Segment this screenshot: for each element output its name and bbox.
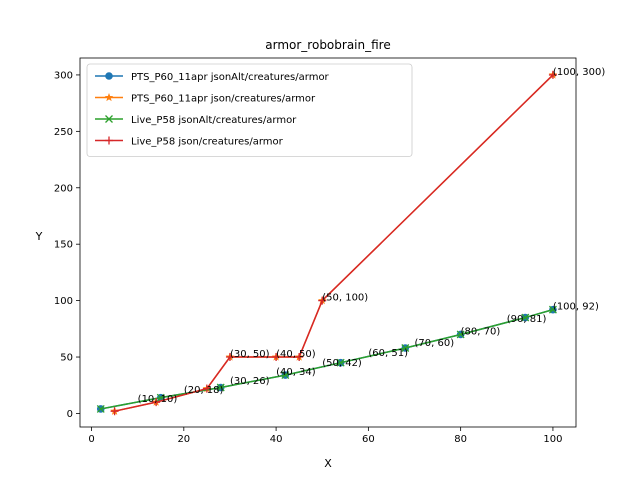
- point-annotation: (30, 26): [230, 376, 270, 387]
- y-axis-label: Y: [35, 230, 43, 243]
- y-tick-label: 50: [60, 353, 73, 364]
- axes: 0 20 40 60 80 100 0 50 100 150 200 250 300: [54, 57, 577, 445]
- legend-label: Live_P58 json/creatures/armor: [131, 137, 284, 148]
- legend-label: Live_P58 jsonAlt/creatures/armor: [131, 115, 297, 126]
- series-4-point: [272, 353, 281, 362]
- series-4-point: [225, 353, 234, 362]
- point-annotation: (80, 70): [461, 326, 501, 337]
- series-3-point: [281, 371, 290, 380]
- x-tick-label: 60: [362, 434, 375, 445]
- series-4-line: [114, 74, 554, 412]
- x-tick-label: 80: [454, 434, 467, 445]
- point-annotation: (10, 10): [138, 394, 178, 405]
- legend-marker: [105, 72, 113, 80]
- legend-entry: PTS_P60_11apr json/creatures/armor: [95, 93, 316, 105]
- point-annotation: (40, 34): [276, 367, 316, 378]
- legend-entry: Live_P58 jsonAlt/creatures/armor: [95, 115, 297, 126]
- series-3-point: [456, 330, 465, 339]
- x-tick-label: 0: [88, 434, 94, 445]
- legend-box: [86, 63, 413, 157]
- series-4: [110, 70, 557, 416]
- y-tick-label: 200: [54, 183, 73, 194]
- x-tick-label: 100: [543, 434, 562, 445]
- point-annotation: (50, 100): [322, 293, 368, 304]
- legend-marker: [105, 136, 113, 145]
- series-3-point: [336, 358, 345, 367]
- y-tick-label: 300: [54, 70, 73, 81]
- series-3: [96, 305, 557, 413]
- axes-frame: [79, 57, 577, 428]
- y-tick-label: 100: [54, 296, 73, 307]
- point-annotation: (50, 42): [322, 358, 362, 369]
- series-4-point: [295, 353, 304, 362]
- legend-marker: [104, 93, 114, 102]
- point-annotation: (90, 81): [507, 314, 547, 325]
- point-annotation: (20, 18): [184, 385, 224, 396]
- x-axis-label: X: [324, 457, 332, 470]
- y-tick-label: 0: [67, 409, 73, 420]
- series-4-point: [152, 398, 161, 407]
- series-3-point: [96, 404, 105, 413]
- series-4-point: [110, 407, 119, 416]
- legend-label: PTS_P60_11apr jsonAlt/creatures/armor: [131, 72, 330, 83]
- y-tick-label: 250: [54, 127, 73, 138]
- series-3-point: [216, 383, 225, 392]
- plot-area: (10, 10) (20, 18) (30, 26) (30, 50) (40, 50)…: [96, 67, 605, 416]
- point-annotation: (60, 51): [368, 348, 408, 359]
- series-3-point: [548, 305, 557, 314]
- series-3-point: [401, 344, 410, 352]
- point-annotation: (30, 50): [230, 349, 270, 360]
- y-tick-label: 150: [54, 240, 73, 251]
- legend: PTS_P60_11apr jsonAlt/creatures/armor PTS…: [86, 63, 413, 157]
- point-annotation: (40, 50): [276, 349, 316, 360]
- legend-entry: Live_P58 json/creatures/armor: [95, 136, 284, 148]
- legend-marker: [105, 115, 113, 123]
- series-3-point: [521, 313, 530, 322]
- series-4-point: [202, 384, 211, 393]
- chart-title: armor_robobrain_fire: [265, 38, 390, 52]
- x-tick-label: 20: [177, 434, 190, 445]
- point-annotation: (100, 300): [553, 67, 605, 78]
- series-4-point: [548, 70, 557, 79]
- legend-label: PTS_P60_11apr json/creatures/armor: [131, 94, 316, 105]
- point-annotation: (70, 60): [415, 338, 455, 349]
- x-tick-label: 40: [270, 434, 283, 445]
- legend-entry: PTS_P60_11apr jsonAlt/creatures/armor: [95, 72, 330, 83]
- series-4-point: [318, 296, 327, 305]
